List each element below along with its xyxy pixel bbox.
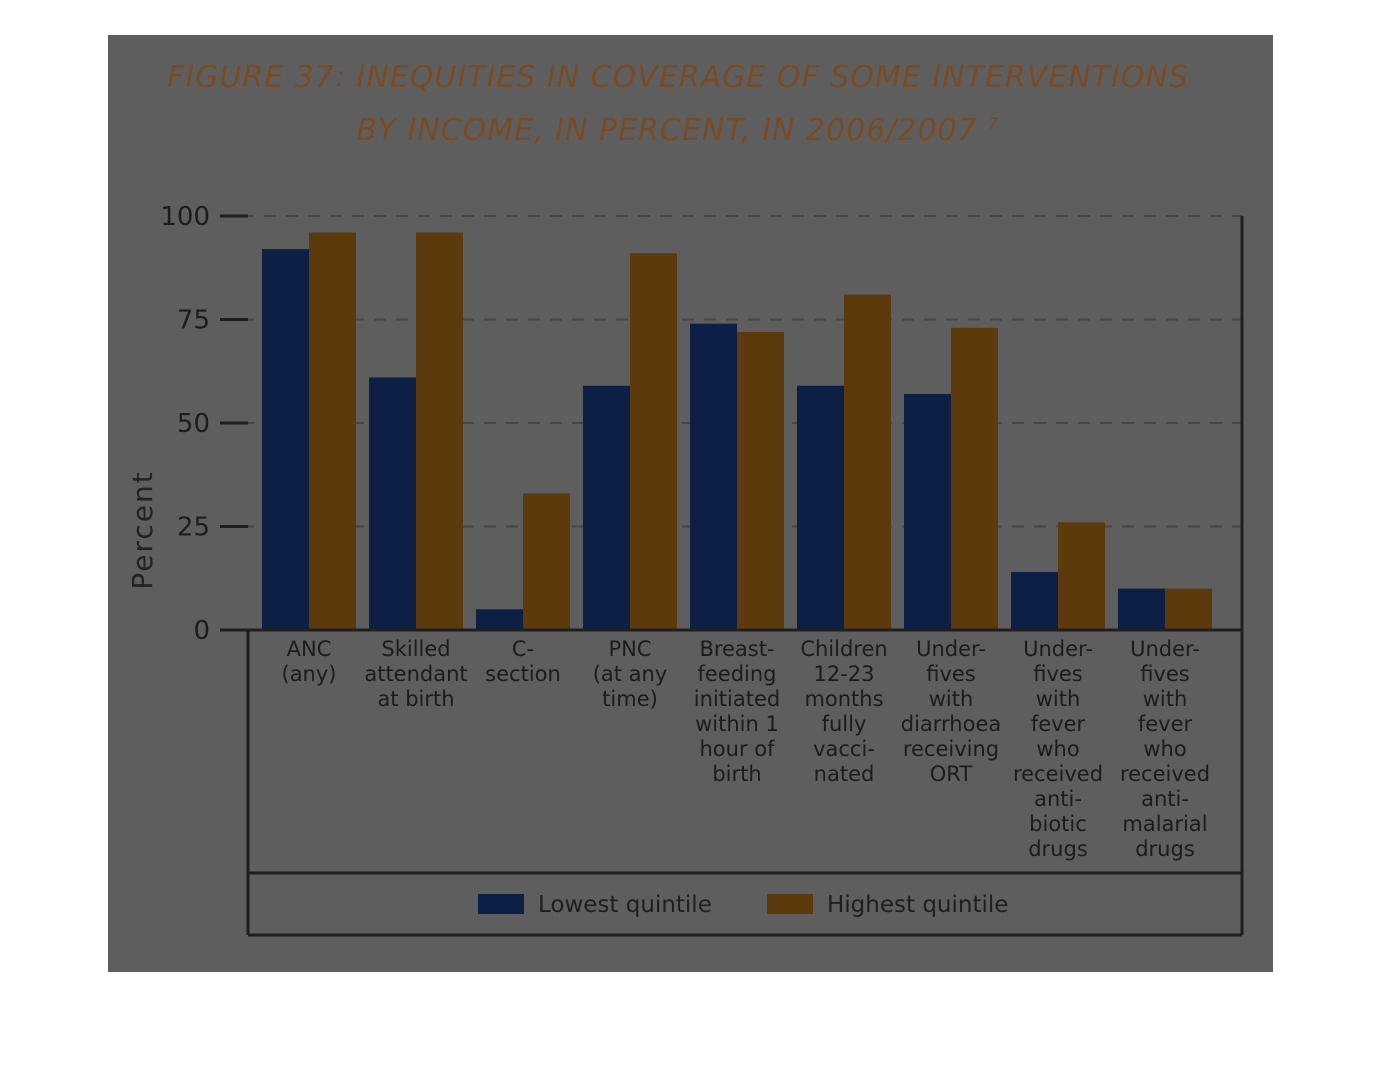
category-label-line: Under- <box>1130 637 1200 661</box>
y-axis-label: Percent <box>126 470 159 589</box>
bar-lowest-1 <box>369 377 416 630</box>
category-label-line: fives <box>1033 662 1083 686</box>
y-tick-label: 75 <box>177 306 210 336</box>
bar-highest-5 <box>844 294 891 630</box>
category-label-line: anti- <box>1034 787 1082 811</box>
category-label-1: Skilled attendant at birth <box>364 637 467 711</box>
category-label-line: within 1 <box>695 712 779 736</box>
category-label-line: attendant <box>364 662 467 686</box>
category-label-line: feeding <box>697 662 776 686</box>
category-label-8: Under-fives with fever who received anti-mala… <box>1120 637 1210 861</box>
category-label-line: receiving <box>903 737 999 761</box>
category-label-line: Children <box>800 637 887 661</box>
legend-label-0: Lowest quintile <box>538 892 712 918</box>
legend-label-1: Highest quintile <box>827 892 1008 918</box>
bar-highest-7 <box>1058 522 1105 630</box>
category-label-line: fever <box>1138 712 1193 736</box>
category-label-line: anti- <box>1141 787 1189 811</box>
bar-highest-0 <box>309 232 356 630</box>
category-label-line: drugs <box>1028 837 1088 861</box>
legend-swatch-1 <box>767 894 813 914</box>
category-label-line: C- <box>512 637 534 661</box>
bar-highest-8 <box>1165 588 1212 630</box>
chart-title-line-1: FIGURE 37: INEQUITIES IN COVERAGE OF SOM… <box>167 60 1189 95</box>
category-label-line: at birth <box>377 687 454 711</box>
category-label-line: hour of <box>699 737 775 761</box>
category-label-line: birth <box>712 762 761 786</box>
category-label-line: nated <box>814 762 875 786</box>
category-label-line: fives <box>926 662 976 686</box>
category-label-line: diarrhoea <box>901 712 1002 736</box>
category-label-line: section <box>485 662 561 686</box>
category-label-line: Breast- <box>699 637 774 661</box>
bar-highest-6 <box>951 327 998 630</box>
category-label-line: biotic <box>1029 812 1087 836</box>
y-tick-label: 25 <box>177 513 210 543</box>
category-label-line: who <box>1143 737 1186 761</box>
y-tick-label: 50 <box>177 409 210 439</box>
category-label-line: fives <box>1140 662 1190 686</box>
category-label-line: vacci- <box>813 737 875 761</box>
axes <box>220 216 1244 937</box>
category-label-line: months <box>804 687 883 711</box>
bar-lowest-7 <box>1011 572 1058 630</box>
category-labels: ANC (any) Skilled attendant at birth C-sectio… <box>282 637 1211 861</box>
y-ticks: 0 25 50 75 100 <box>160 202 248 646</box>
category-label-line: malarial <box>1122 812 1207 836</box>
category-label-3: PNC (at any time) <box>593 637 668 711</box>
y-tick-label: 100 <box>160 202 210 232</box>
bar-highest-4 <box>737 331 784 630</box>
bars <box>262 232 1212 630</box>
bar-highest-1 <box>416 232 463 630</box>
category-label-line: PNC <box>608 637 651 661</box>
category-label-line: 12-23 <box>813 662 874 686</box>
legend: Lowest quintile Highest quintile <box>478 892 1008 918</box>
bar-lowest-3 <box>583 385 630 630</box>
category-label-line: ORT <box>930 762 973 786</box>
category-label-0: ANC (any) <box>282 637 337 686</box>
y-tick-label: 0 <box>193 616 210 646</box>
category-label-line: received <box>1120 762 1210 786</box>
category-label-line: drugs <box>1135 837 1195 861</box>
category-label-line: with <box>1143 687 1188 711</box>
category-label-line: Under- <box>916 637 986 661</box>
chart-title-footnote: 7 <box>988 114 1000 133</box>
chart-title: FIGURE 37: INEQUITIES IN COVERAGE OF SOM… <box>108 55 1248 154</box>
chart-title-line-2: BY INCOME, IN PERCENT, IN 2006/2007 7 <box>108 101 1248 154</box>
category-label-line: with <box>929 687 974 711</box>
category-label-line: Skilled <box>381 637 450 661</box>
category-label-line: (any) <box>282 662 337 686</box>
category-label-5: Children 12-23 months fully vacci-nated <box>800 637 887 786</box>
bar-lowest-0 <box>262 249 309 630</box>
category-label-2: C-section <box>485 637 561 686</box>
category-label-4: Breast-feeding initiated within 1 hour of bi… <box>694 637 780 786</box>
bar-highest-3 <box>630 253 677 630</box>
bar-lowest-4 <box>690 323 737 630</box>
bar-lowest-5 <box>797 385 844 630</box>
bar-lowest-2 <box>476 609 523 630</box>
category-label-line: initiated <box>694 687 780 711</box>
category-label-line: with <box>1036 687 1081 711</box>
category-label-line: Under- <box>1023 637 1093 661</box>
bar-highest-2 <box>523 493 570 630</box>
category-label-line: who <box>1036 737 1079 761</box>
category-label-line: fever <box>1031 712 1086 736</box>
category-label-line: time) <box>602 687 658 711</box>
category-label-line: received <box>1013 762 1103 786</box>
bar-lowest-6 <box>904 394 951 630</box>
category-label-line: fully <box>822 712 867 736</box>
legend-swatch-0 <box>478 894 524 914</box>
bar-lowest-8 <box>1118 588 1165 630</box>
category-label-6: Under-fives with diarrhoea receiving ORT <box>901 637 1002 786</box>
category-label-7: Under-fives with fever who received anti-biot… <box>1013 637 1103 861</box>
category-label-line: (at any <box>593 662 668 686</box>
category-label-line: ANC <box>287 637 332 661</box>
chart-title-line-2-text: BY INCOME, IN PERCENT, IN 2006/2007 <box>356 113 978 148</box>
